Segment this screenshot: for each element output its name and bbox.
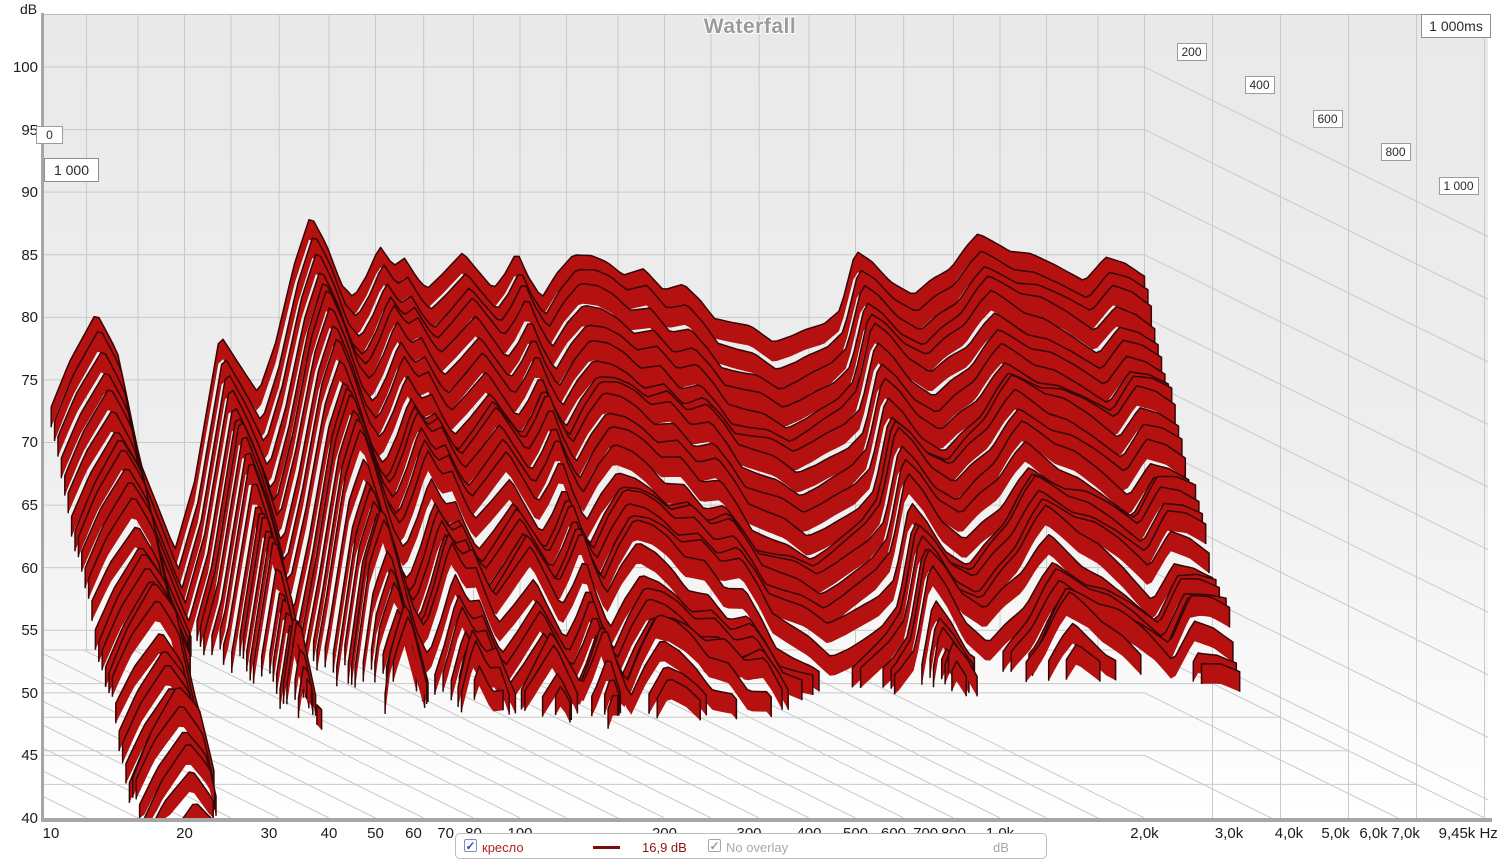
freq-tick-9450: 9,45k Hz <box>1438 825 1498 842</box>
overlay-checkbox-checked-icon[interactable]: ✓ <box>708 839 721 853</box>
y-axis-line <box>41 13 44 822</box>
db-tick-90: 90 <box>21 184 38 202</box>
db-tick-65: 65 <box>21 497 38 515</box>
series-checkbox-checked-icon[interactable]: ✓ <box>464 839 477 853</box>
time-tick-600: 600 <box>1312 109 1343 128</box>
legend-value-readout: 16,9 dB <box>642 840 687 855</box>
db-tick-40: 40 <box>21 810 38 827</box>
freq-tick-70: 70 <box>437 825 454 842</box>
db-tick-50: 50 <box>21 684 38 702</box>
time-tick-200: 200 <box>1176 42 1207 61</box>
time-tick-400: 400 <box>1244 76 1275 95</box>
x-axis-line <box>41 818 1492 822</box>
db-tick-100: 100 <box>12 58 38 76</box>
freq-tick-40: 40 <box>320 825 338 842</box>
left-wall-time-label-1000: 1 000 <box>44 158 99 182</box>
db-tick-75: 75 <box>21 371 38 389</box>
db-tick-85: 85 <box>21 246 38 264</box>
freq-tick-7000: 7,0k <box>1391 825 1420 842</box>
freq-tick-50: 50 <box>367 825 384 842</box>
freq-tick-6000: 6,0k <box>1359 825 1388 842</box>
series-line-sample-icon <box>593 846 620 849</box>
left-wall-time-label-0: 0 <box>36 126 63 144</box>
freq-tick-5000: 5,0k <box>1321 825 1350 842</box>
time-axis-corner-label: 1 000ms <box>1421 14 1491 38</box>
legend-db-unit-label: dB <box>993 840 1009 855</box>
waterfall-surface <box>44 15 1488 818</box>
freq-tick-10: 10 <box>42 825 60 842</box>
freq-tick-30: 30 <box>260 825 278 842</box>
freq-tick-60: 60 <box>405 825 422 842</box>
time-tick-1000: 1 000 <box>1438 177 1479 195</box>
freq-tick-2000: 2,0k <box>1130 825 1159 842</box>
db-tick-45: 45 <box>21 747 38 765</box>
waterfall-plot-area <box>44 15 1488 818</box>
plot-top-border <box>44 14 1488 15</box>
freq-tick-3000: 3,0k <box>1214 825 1244 842</box>
db-axis-title: dB <box>20 1 38 17</box>
legend-overlay-label[interactable]: No overlay <box>726 840 789 855</box>
chart-title: Waterfall <box>703 15 797 38</box>
db-tick-80: 80 <box>21 309 38 327</box>
legend-series-label[interactable]: кресло <box>482 840 524 855</box>
db-tick-95: 95 <box>21 121 38 139</box>
db-tick-60: 60 <box>21 559 38 577</box>
freq-tick-20: 20 <box>176 825 193 842</box>
db-tick-55: 55 <box>21 622 38 640</box>
freq-tick-4000: 4,0k <box>1274 825 1304 842</box>
time-tick-800: 800 <box>1380 143 1411 162</box>
legend-bar: ✓ кресло 16,9 dB ✓ No overlay dB <box>455 833 1047 859</box>
db-tick-70: 70 <box>21 434 38 452</box>
